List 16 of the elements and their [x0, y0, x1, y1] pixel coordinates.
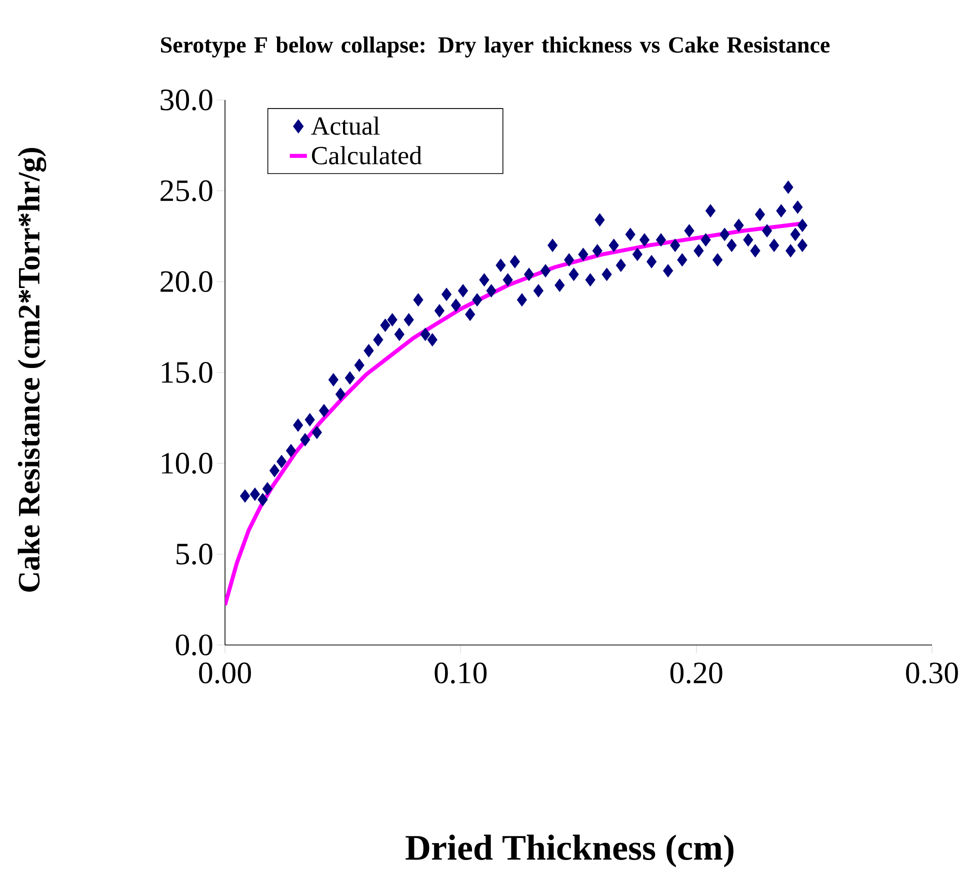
y-tick-label: 0.0 — [176, 634, 212, 656]
x-tick-label: 0.30 — [906, 662, 958, 684]
x-axis-title: Dried Thickness (cm) — [406, 834, 734, 868]
y-tick-label: 10.0 — [162, 452, 212, 474]
legend-label: Actual — [311, 116, 380, 135]
chart-title: Serotype F below collapse: Dry layer thickness vs Cake Resistance — [161, 36, 830, 58]
y-tick-label: 5.0 — [176, 544, 212, 565]
y-axis-title: Cake Resistance (cm2*Torr*hr/g) — [18, 148, 46, 592]
x-tick-label: 0.00 — [199, 662, 251, 684]
x-tick-label: 0.10 — [434, 662, 487, 684]
y-tick-label: 30.0 — [160, 89, 212, 111]
y-tick-label: 20.0 — [160, 271, 212, 292]
x-tick-label: 0.20 — [670, 662, 722, 684]
y-tick-label: 15.0 — [162, 362, 212, 384]
legend-label: Calculated — [312, 146, 422, 164]
y-tick-label: 25.0 — [160, 180, 212, 202]
